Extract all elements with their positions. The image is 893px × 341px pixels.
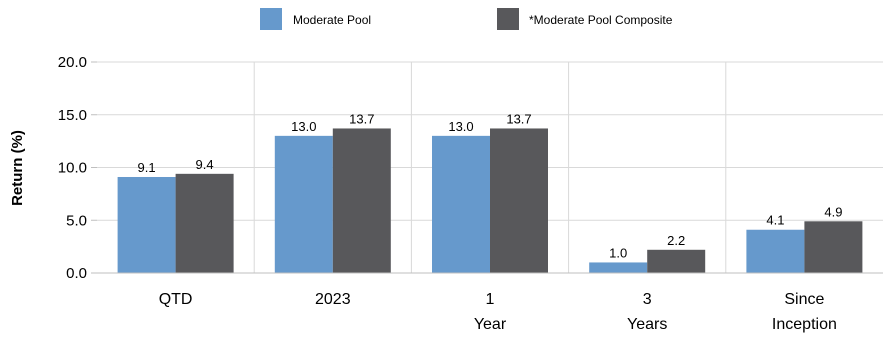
data-label: 1.0 xyxy=(609,245,627,260)
legend-label-moderate-pool-composite: *Moderate Pool Composite xyxy=(529,13,673,27)
x-tick-label: 3 xyxy=(643,291,652,308)
y-tick-label: 5.0 xyxy=(66,212,87,229)
bar xyxy=(746,229,805,273)
x-axis-labels: QTD 2023 1 Year 3 Years Since Inception xyxy=(159,291,837,333)
x-tick-label: 2023 xyxy=(315,291,351,308)
data-label: 4.9 xyxy=(824,204,842,219)
bar xyxy=(490,128,548,273)
x-tick-label: Inception xyxy=(772,316,837,333)
x-tick-label: Years xyxy=(627,316,667,333)
x-tick-label: Since xyxy=(784,291,824,308)
legend-label-moderate-pool: Moderate Pool xyxy=(293,13,371,27)
bar xyxy=(804,221,863,273)
bar xyxy=(589,262,648,273)
bar xyxy=(175,173,234,273)
x-tick-label: QTD xyxy=(159,291,193,308)
data-label: 2.2 xyxy=(667,233,685,248)
data-label: 9.1 xyxy=(138,160,156,175)
bar xyxy=(432,135,490,273)
y-tick-label: 20.0 xyxy=(58,54,87,71)
data-label: 13.7 xyxy=(349,111,374,126)
bar xyxy=(274,135,333,273)
data-label: 4.1 xyxy=(766,213,784,228)
y-axis-label: Return (%) xyxy=(9,130,26,206)
legend-swatch-moderate-pool-composite xyxy=(497,8,519,30)
x-tick-label: 1 xyxy=(486,291,495,308)
data-label: 13.7 xyxy=(506,111,531,126)
bars xyxy=(117,128,863,273)
data-label: 9.4 xyxy=(196,157,214,172)
y-axis-ticks: 0.0 5.0 10.0 15.0 20.0 xyxy=(58,54,97,282)
bar xyxy=(117,176,176,273)
gridlines xyxy=(97,61,883,273)
bar xyxy=(332,128,391,273)
chart-legend: Moderate Pool *Moderate Pool Composite xyxy=(260,8,673,30)
data-labels: 9.1 9.4 13.0 13.7 13.0 13.7 1.0 2.2 4.1 4.9 xyxy=(138,111,843,260)
x-tick-label: Year xyxy=(474,316,507,333)
y-tick-label: 15.0 xyxy=(58,107,87,124)
bar xyxy=(647,249,706,273)
data-label: 13.0 xyxy=(448,119,473,134)
legend-swatch-moderate-pool xyxy=(260,8,282,30)
data-label: 13.0 xyxy=(291,119,316,134)
y-tick-label: 0.0 xyxy=(66,265,87,282)
y-tick-label: 10.0 xyxy=(58,160,87,177)
